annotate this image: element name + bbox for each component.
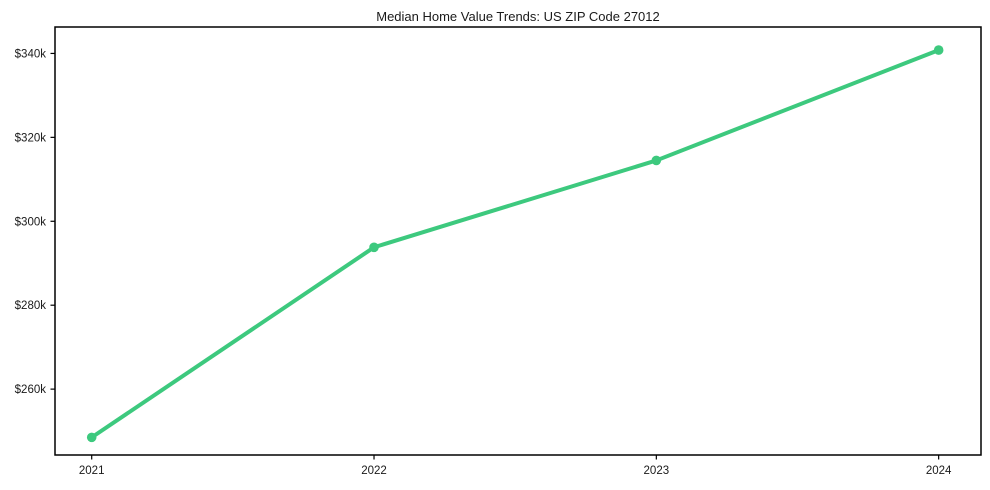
data-point-marker bbox=[651, 155, 662, 166]
x-tick-label: 2021 bbox=[79, 465, 105, 477]
y-tick-label: $320k bbox=[15, 132, 47, 144]
data-point-marker bbox=[369, 242, 379, 253]
chart-title: Median Home Value Trends: US ZIP Code 27… bbox=[376, 9, 660, 24]
x-tick-label: 2022 bbox=[361, 465, 387, 477]
plot-background bbox=[55, 27, 981, 455]
plot-border bbox=[54, 26, 982, 456]
data-point-marker bbox=[933, 45, 944, 55]
y-tick-label: $280k bbox=[15, 300, 47, 312]
y-tick-label: $260k bbox=[15, 384, 47, 396]
data-point-marker bbox=[86, 432, 97, 443]
x-tick-label: 2023 bbox=[644, 465, 670, 477]
trend-line bbox=[89, 48, 941, 440]
x-tick-label: 2024 bbox=[926, 465, 952, 477]
y-tick-label: $300k bbox=[15, 216, 47, 228]
y-tick-label: $340k bbox=[15, 48, 47, 60]
